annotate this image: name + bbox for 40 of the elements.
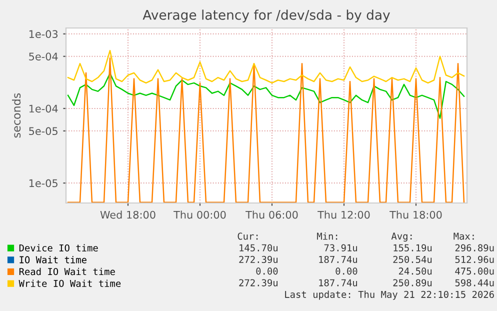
y-tick-label: 1e-05 xyxy=(29,179,58,188)
text: 598.44u xyxy=(455,279,494,286)
x-tick-label: Thu 06:00 xyxy=(246,210,298,219)
text: 24.50u xyxy=(398,268,432,275)
text: 250.54u xyxy=(393,256,432,264)
text: 155.19u xyxy=(394,244,432,252)
legend-label: Write IO Wait time xyxy=(18,280,121,287)
legend-label: Device IO time xyxy=(19,244,98,252)
text: 187.74u xyxy=(319,256,357,264)
text: Avg: xyxy=(391,232,412,242)
text: 475.00u xyxy=(455,268,494,275)
x-tick-label: Wed 18:00 xyxy=(100,210,156,219)
y-tick-label: 1e-04 xyxy=(29,104,58,113)
text: 73.91u xyxy=(324,244,357,252)
x-tick-label: Thu 12:00 xyxy=(318,210,370,219)
chart-title: Average latency for /dev/sda - by day xyxy=(142,10,390,22)
legend-label: Read IO Wait time xyxy=(19,268,115,276)
text: 296.89u xyxy=(455,244,494,252)
y-tick-label: 5e-04 xyxy=(29,52,58,60)
text: 272.39u xyxy=(239,256,278,264)
x-tick-label: Thu 00:00 xyxy=(174,210,226,219)
text: 0.00 xyxy=(256,268,278,275)
text: 512.96u xyxy=(455,256,494,264)
x-tick-label: Thu 18:00 xyxy=(390,210,442,219)
legend-label: IO Wait time xyxy=(20,256,86,264)
text: 145.70u xyxy=(240,244,278,252)
text: 272.39u xyxy=(239,279,278,286)
text: 187.74u xyxy=(319,279,357,286)
text: Min: xyxy=(317,232,338,240)
y-tick-label: 5e-05 xyxy=(29,127,58,136)
text: Max: xyxy=(454,232,474,240)
line-series xyxy=(67,50,465,84)
text: 0.00 xyxy=(336,268,358,275)
y-tick-label: 1e-03 xyxy=(29,30,58,38)
line-series xyxy=(67,57,465,203)
text: Cur: xyxy=(238,232,258,240)
text: 250.89u xyxy=(393,279,432,286)
line-series xyxy=(67,72,465,119)
y-axis-title: seconds xyxy=(12,93,21,138)
text: Last update: Thu May 21 22:10:15 2026 xyxy=(285,290,494,300)
